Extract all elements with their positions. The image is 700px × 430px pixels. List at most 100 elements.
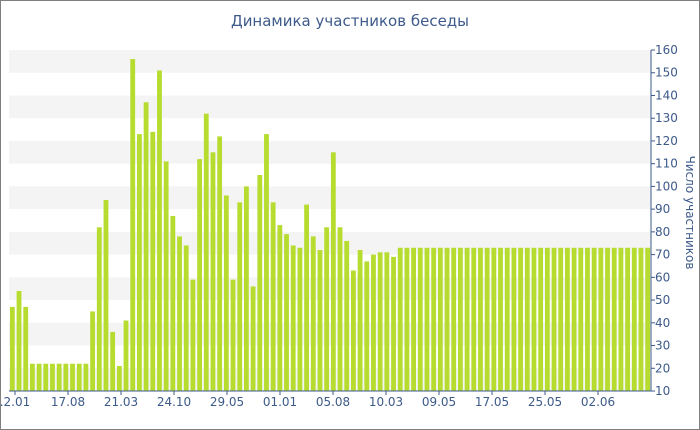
bar [23,306,29,391]
bar [197,159,202,391]
y-axis-title: Число участников [683,156,697,270]
bar [30,363,35,391]
y-tick-label: 130 [655,111,678,125]
bar [43,363,49,391]
bar [504,247,510,391]
bar [90,311,95,391]
y-tick-label: 160 [655,43,678,57]
bar [50,363,55,391]
y-tick-label: 10 [655,384,670,398]
bar [437,247,443,391]
bar [304,204,309,391]
bar [217,136,223,391]
x-tick-label: 21.03 [104,395,138,409]
bar [310,236,316,391]
bar [478,247,483,391]
x-tick-label: 09.05 [422,395,456,409]
bar [377,252,383,391]
x-tick-label: .2.01 [0,395,30,409]
x-tick-label: 24.10 [157,395,191,409]
grid-band [9,186,651,210]
bar [571,247,577,391]
y-tick-label: 100 [655,179,678,193]
bar [317,250,323,391]
y-tick-label: 120 [655,134,678,148]
bar-series [9,59,651,392]
bar [157,70,162,392]
bar [284,234,289,391]
bar [458,247,463,391]
chart-title: Динамика участников беседы [230,12,470,30]
bar [110,331,116,391]
grid-bands [9,50,651,391]
bar [464,247,470,391]
x-tick-label: 02.06 [581,395,615,409]
grid-band [9,50,651,73]
bar [631,247,637,391]
x-tick-label: 01.01 [263,395,297,409]
y-tick-label: 70 [655,248,670,262]
bar [518,247,523,391]
bar [190,279,196,391]
bar [531,247,537,391]
bar [76,363,82,391]
bar [116,365,122,391]
bar [123,320,129,391]
bar [324,227,330,391]
bar [511,247,517,391]
bar [163,161,169,391]
bar [36,363,42,391]
bar [230,279,236,391]
bar [170,215,176,391]
bar [498,247,503,391]
bar [484,247,490,391]
bar [404,247,410,391]
bar [277,225,283,391]
bar [16,290,22,391]
x-tick-label: 17.05 [475,395,509,409]
bar [357,250,363,391]
bar [591,247,597,391]
grid-band [9,231,651,255]
bar [244,186,249,391]
bar [544,247,550,391]
bar [638,247,644,391]
bar [351,270,356,391]
bar [83,363,89,391]
bar [451,247,457,391]
bar [183,245,189,391]
bar [290,245,296,391]
bar [371,254,376,391]
y-tick-label: 80 [655,225,670,239]
bar [150,131,156,391]
bar [578,247,584,391]
bar [645,247,651,391]
bar [598,247,604,391]
bar [444,247,450,391]
bar [538,247,544,391]
bar [391,256,396,391]
bar [63,363,69,391]
x-tick-label: 10.03 [369,395,403,409]
x-tick-label: 25.05 [528,395,562,409]
y-tick-label: 60 [655,270,670,284]
grid-band [9,95,651,119]
x-tick-label: 17.08 [51,395,85,409]
x-tick-label: 05.08 [316,395,350,409]
bar [137,134,142,392]
bar [203,113,209,392]
bar [618,247,624,391]
bar [237,202,243,391]
bar [330,152,336,391]
bar [524,247,530,391]
bar [257,175,263,391]
y-tick-label: 50 [655,293,670,307]
y-tick-label: 20 [655,361,670,375]
bar [344,240,350,391]
bar [177,236,182,391]
bar [56,363,62,391]
bar [297,247,303,391]
bar [223,195,229,391]
x-tick-label: 29.05 [210,395,244,409]
